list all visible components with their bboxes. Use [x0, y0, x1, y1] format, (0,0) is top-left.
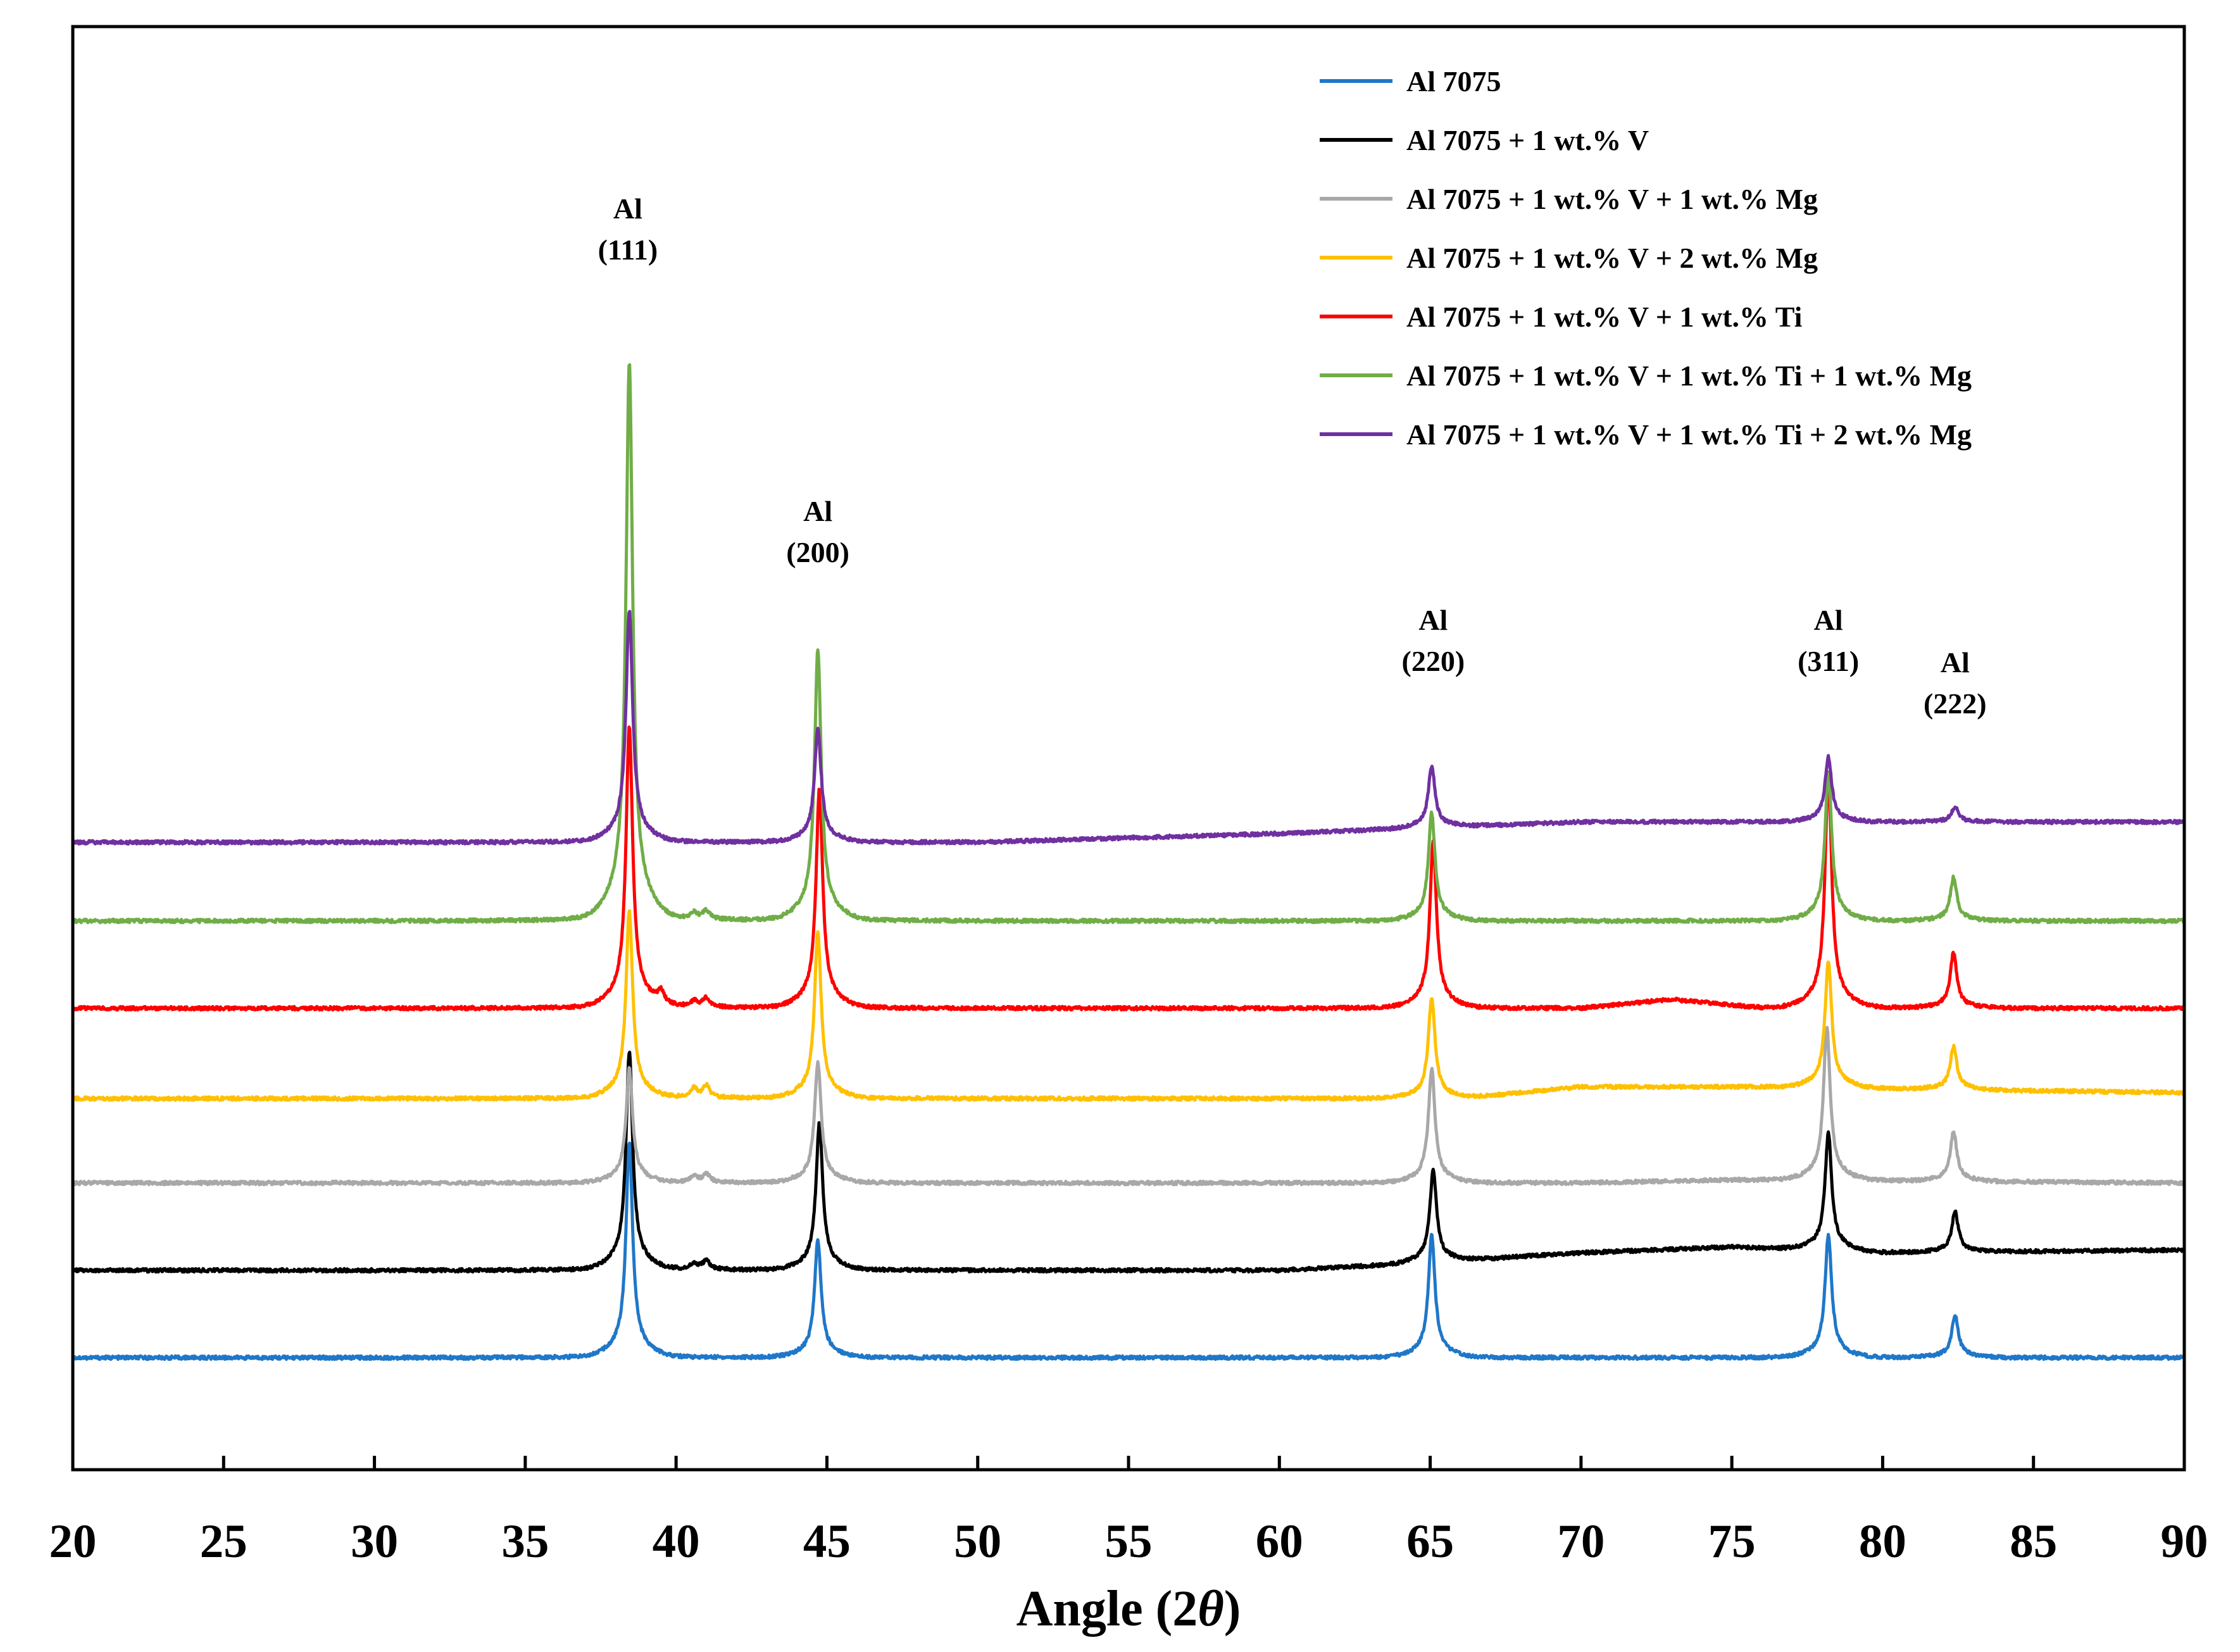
peak-label-element: Al — [1814, 604, 1843, 636]
series-line-5 — [71, 725, 2186, 1012]
x-tick-label: 60 — [1256, 1515, 1303, 1568]
legend-label: Al 7075 + 1 wt.% V — [1406, 124, 1649, 156]
legend-label: Al 7075 — [1406, 65, 1501, 97]
x-tick-label: 35 — [501, 1515, 549, 1568]
legend-label: Al 7075 + 1 wt.% V + 1 wt.% Ti + 2 wt.% … — [1406, 418, 1972, 451]
series-line-7 — [72, 610, 2186, 846]
peak-label-plane: (222) — [1924, 687, 1987, 720]
x-tick-label: 55 — [1105, 1515, 1153, 1568]
legend: Al 7075 Al 7075 + 1 wt.% V Al 7075 + 1 wt.… — [1320, 65, 1972, 451]
series-layer — [71, 363, 2186, 1361]
series-line-4 — [72, 909, 2186, 1102]
x-axis-title: Angle (2θ) — [1017, 1581, 1241, 1637]
x-tick-label: 25 — [200, 1515, 247, 1568]
peak-label-element: Al — [613, 192, 642, 225]
x-tick-label: 45 — [803, 1515, 851, 1568]
x-tick-label: 40 — [653, 1515, 700, 1568]
peak-label-element: Al — [1941, 646, 1970, 679]
x-tick-label: 50 — [954, 1515, 1001, 1568]
peak-label-plane: (200) — [786, 536, 849, 568]
peak-label-element: Al — [803, 495, 832, 527]
x-tick-label: 90 — [2161, 1515, 2208, 1568]
x-tick-label: 75 — [1708, 1515, 1756, 1568]
legend-label: Al 7075 + 1 wt.% V + 1 wt.% Ti + 1 wt.% … — [1406, 360, 1972, 392]
peak-annotation-layer: Al (111) Al (200) Al (220) Al (311) Al (222) — [598, 192, 1987, 720]
peak-label-element: Al — [1418, 604, 1448, 636]
x-axis-title-suffix: ) — [1224, 1581, 1241, 1637]
series-line-2 — [71, 1050, 2186, 1274]
x-tick-label: 20 — [49, 1515, 97, 1568]
x-tick-layer: 20 25 30 35 40 45 50 55 60 65 70 75 80 85 90 — [49, 1456, 2208, 1568]
legend-label: Al 7075 + 1 wt.% V + 1 wt.% Ti — [1406, 301, 1803, 333]
x-tick-label: 80 — [1859, 1515, 1906, 1568]
peak-label-plane: (311) — [1798, 645, 1859, 677]
x-axis-title-prefix: Angle (2 — [1017, 1581, 1198, 1637]
x-tick-label: 85 — [2010, 1515, 2057, 1568]
x-tick-label: 65 — [1406, 1515, 1454, 1568]
series-line-6 — [71, 363, 2186, 925]
peak-label-plane: (111) — [598, 234, 658, 266]
series-line-1 — [71, 1141, 2186, 1361]
x-tick-label: 30 — [351, 1515, 398, 1568]
peak-label-plane: (220) — [1402, 645, 1465, 677]
series-line-3 — [71, 1025, 2186, 1187]
x-tick-label: 70 — [1557, 1515, 1605, 1568]
legend-label: Al 7075 + 1 wt.% V + 1 wt.% Mg — [1406, 183, 1818, 215]
legend-label: Al 7075 + 1 wt.% V + 2 wt.% Mg — [1406, 242, 1818, 274]
x-axis-title-theta: θ — [1198, 1581, 1224, 1637]
